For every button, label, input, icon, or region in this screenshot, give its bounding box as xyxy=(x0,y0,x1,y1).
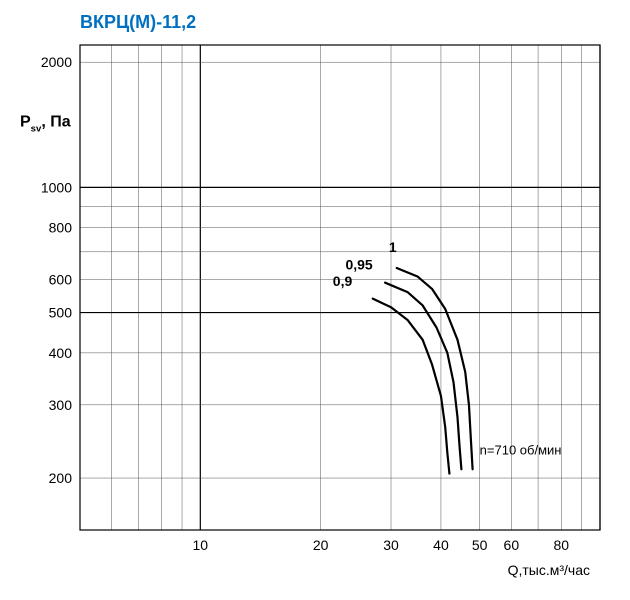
svg-text:50: 50 xyxy=(472,537,488,553)
svg-text:0,95: 0,95 xyxy=(345,256,372,272)
svg-text:Q,тыс.м³/час: Q,тыс.м³/час xyxy=(508,562,590,578)
svg-text:1000: 1000 xyxy=(41,179,72,195)
svg-text:2000: 2000 xyxy=(41,54,72,70)
svg-text:n=710 об/мин: n=710 об/мин xyxy=(480,442,562,457)
fan-performance-chart: 10 20 30 40 50 60 80 200 300 400 500 600 800 1000 2000… xyxy=(0,0,630,600)
svg-text:600: 600 xyxy=(49,272,73,288)
svg-text:1: 1 xyxy=(389,239,397,255)
svg-text:30: 30 xyxy=(383,537,399,553)
svg-text:0,9: 0,9 xyxy=(333,273,353,289)
svg-text:80: 80 xyxy=(553,537,569,553)
svg-text:60: 60 xyxy=(504,537,520,553)
svg-text:20: 20 xyxy=(313,537,329,553)
svg-text:300: 300 xyxy=(49,397,73,413)
svg-text:500: 500 xyxy=(49,305,73,321)
svg-text:800: 800 xyxy=(49,220,73,236)
chart-svg: 10 20 30 40 50 60 80 200 300 400 500 600 800 1000 2000… xyxy=(0,0,630,600)
svg-text:ВКРЦ(М)-11,2: ВКРЦ(М)-11,2 xyxy=(80,12,196,32)
svg-text:200: 200 xyxy=(49,470,73,486)
svg-text:10: 10 xyxy=(193,537,209,553)
svg-text:40: 40 xyxy=(433,537,449,553)
svg-text:400: 400 xyxy=(49,345,73,361)
